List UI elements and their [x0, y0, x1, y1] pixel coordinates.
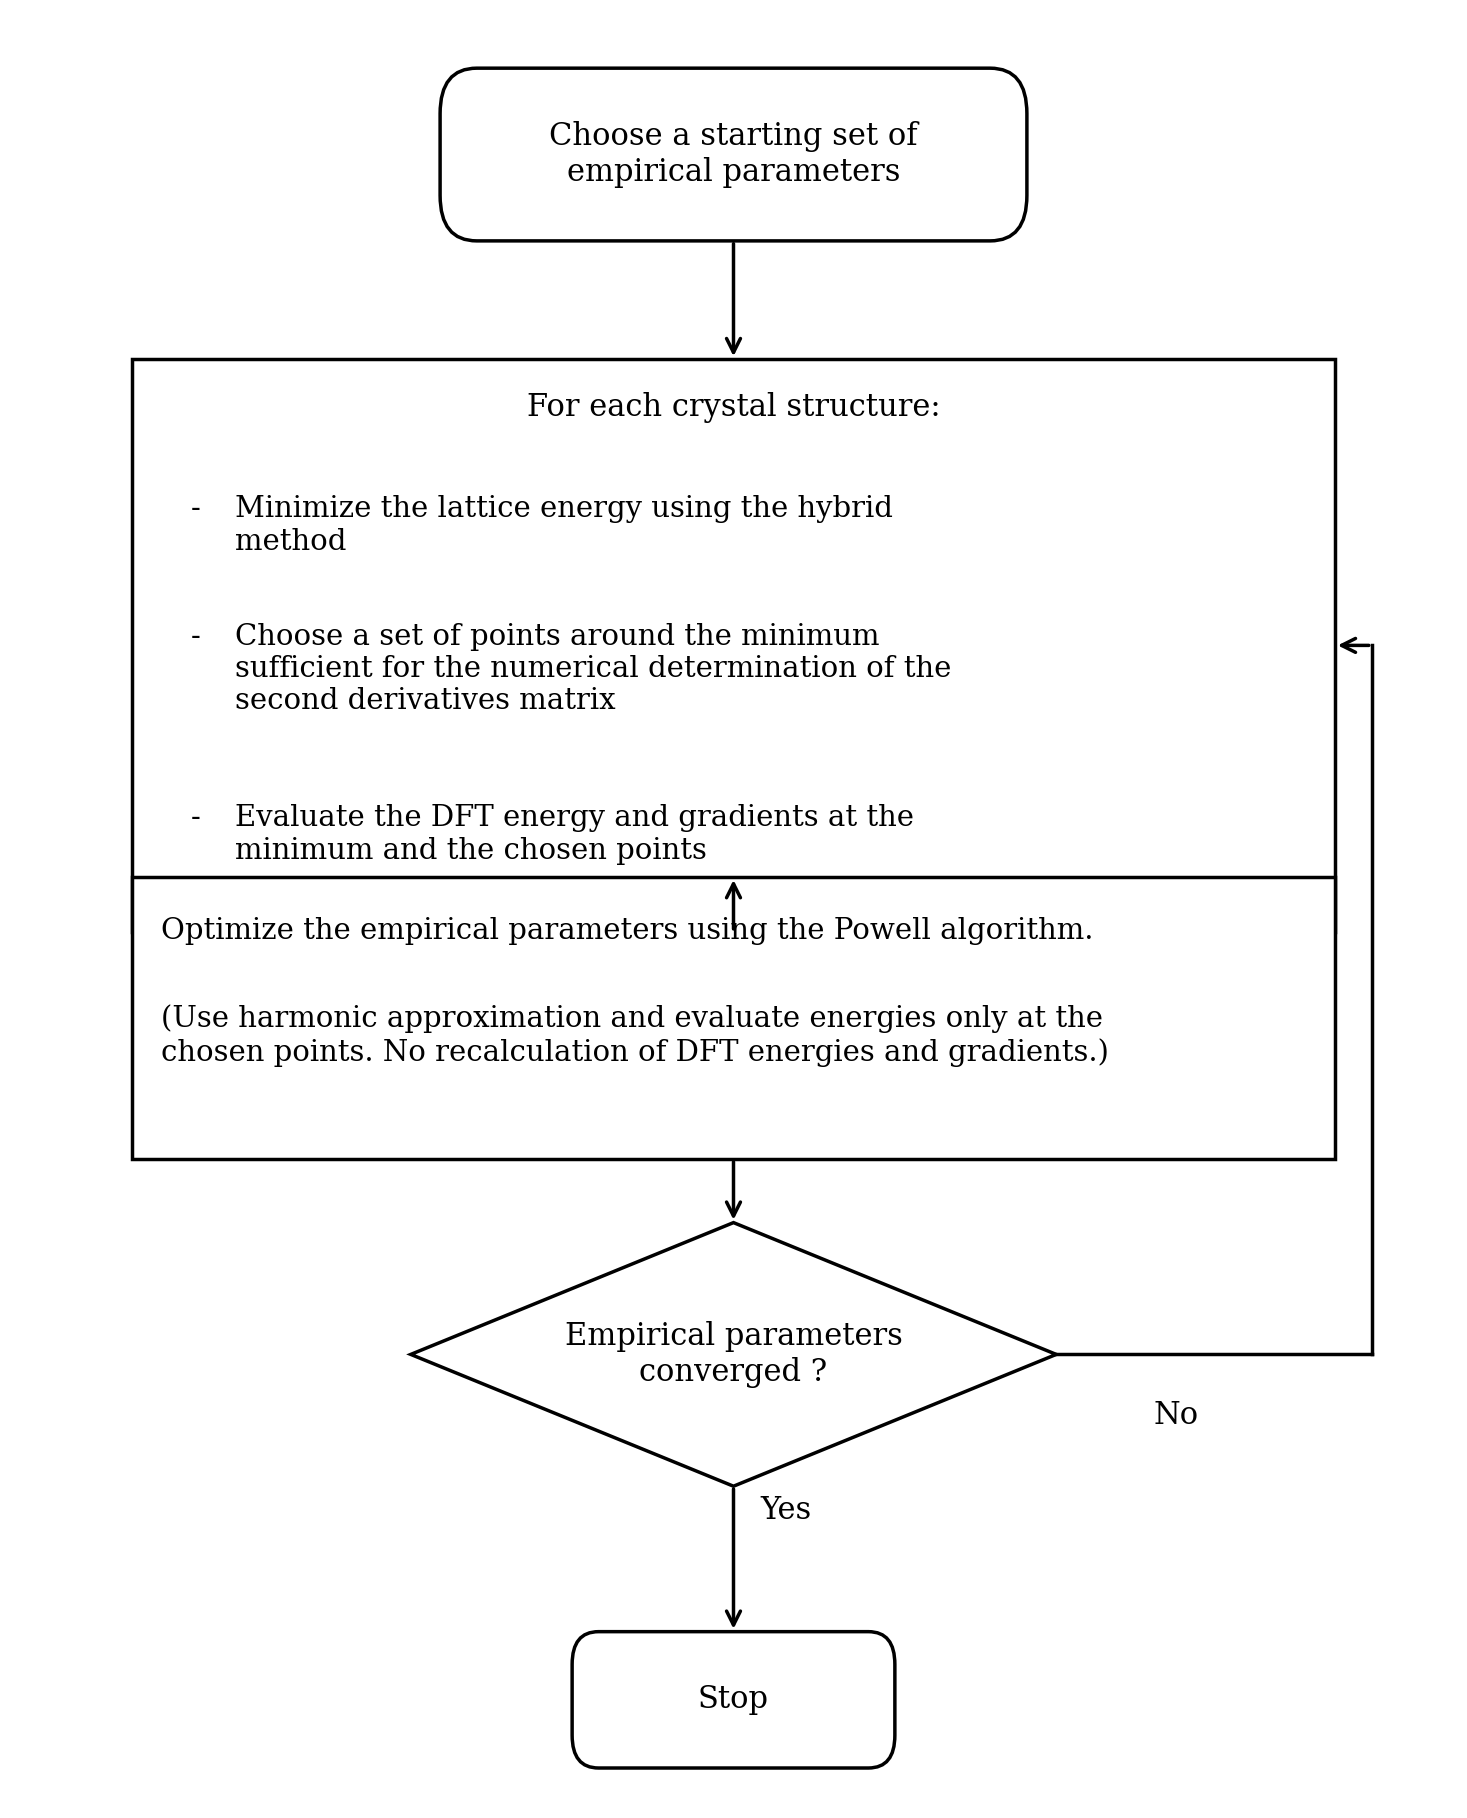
Text: Minimize the lattice energy using the hybrid
method: Minimize the lattice energy using the hy… [235, 496, 892, 556]
Text: -: - [191, 496, 201, 524]
FancyBboxPatch shape [132, 878, 1335, 1160]
Text: -: - [191, 622, 201, 651]
Text: Optimize the empirical parameters using the Powell algorithm.: Optimize the empirical parameters using … [161, 918, 1094, 945]
Text: Empirical parameters
converged ?: Empirical parameters converged ? [565, 1322, 902, 1387]
FancyBboxPatch shape [132, 360, 1335, 931]
Text: Yes: Yes [760, 1494, 811, 1527]
Polygon shape [411, 1224, 1056, 1487]
FancyBboxPatch shape [572, 1633, 895, 1767]
Text: Evaluate the DFT energy and gradients at the
minimum and the chosen points: Evaluate the DFT energy and gradients at… [235, 804, 914, 865]
Text: Stop: Stop [698, 1683, 769, 1716]
Text: Choose a starting set of
empirical parameters: Choose a starting set of empirical param… [549, 122, 918, 187]
Text: No: No [1153, 1400, 1199, 1431]
Text: -: - [191, 804, 201, 833]
FancyBboxPatch shape [440, 67, 1027, 242]
Text: For each crystal structure:: For each crystal structure: [527, 393, 940, 424]
Text: (Use harmonic approximation and evaluate energies only at the
chosen points. No : (Use harmonic approximation and evaluate… [161, 1004, 1109, 1067]
Text: Choose a set of points around the minimum
sufficient for the numerical determina: Choose a set of points around the minimu… [235, 622, 951, 716]
